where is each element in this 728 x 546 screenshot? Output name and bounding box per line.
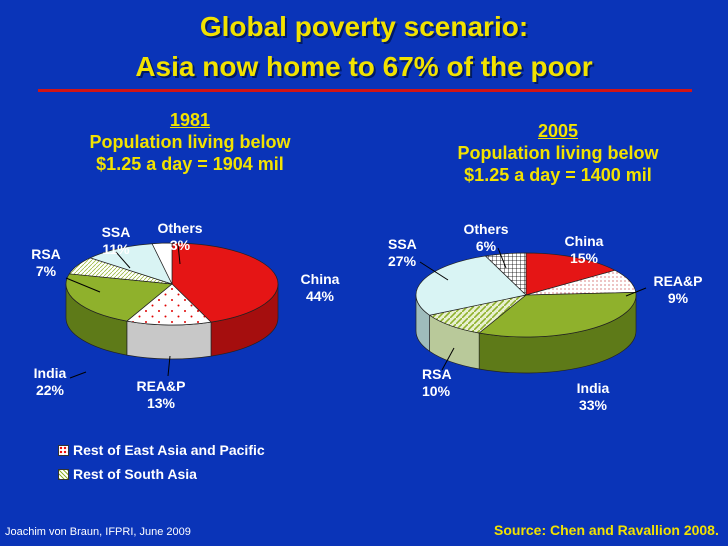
label-1981-india-name: India: [33, 365, 67, 381]
pie-chart-2005: [415, 252, 637, 374]
label-2005-rsa-value: 10%: [422, 383, 451, 399]
slide-title-line1: Global poverty scenario:: [199, 11, 529, 42]
leader-line: [69, 371, 87, 379]
pie-chart-1981: [65, 242, 279, 360]
legend-swatch-rsa: [58, 469, 69, 480]
label-1981-china-name: China: [300, 271, 340, 287]
label-1981-rsa-name: RSA: [31, 246, 61, 262]
pie-1981-side-reap: [126, 320, 212, 360]
legend-item-rsa: Rest of South Asia: [58, 466, 197, 483]
pie-1981-slice-ssa: [89, 243, 173, 285]
legend-item-rea: Rest of East Asia and Pacific: [58, 442, 265, 459]
chart-1981-subtitle-line1: Population living below: [89, 132, 291, 152]
label-1981-ssa-value: 11%: [102, 241, 130, 257]
label-1981-reap: REA&P 13%: [128, 378, 194, 412]
label-2005-others: Others 6%: [456, 221, 516, 255]
label-2005-ssa-value: 27%: [388, 253, 417, 269]
legend-label-rsa: Rest of South Asia: [73, 466, 197, 482]
label-2005-ssa-name: SSA: [388, 236, 417, 252]
label-2005-china: China 15%: [554, 233, 614, 267]
label-2005-china-value: 15%: [569, 250, 599, 266]
leader-line: [497, 247, 507, 269]
label-1981-reap-name: REA&P: [136, 378, 186, 394]
leader-line: [625, 287, 647, 297]
label-2005-ssa: SSA 27%: [388, 236, 428, 270]
leader-line: [419, 261, 449, 281]
label-1981-others-name: Others: [157, 220, 203, 236]
pie-2005-slice-india: [478, 292, 637, 338]
leader-line: [115, 251, 131, 269]
title-underline-rule: [38, 89, 692, 92]
label-2005-india-value: 33%: [578, 397, 608, 413]
label-1981-others: Others 3%: [150, 220, 210, 254]
leader-line: [167, 355, 171, 377]
legend-swatch-rea: [58, 445, 69, 456]
chart-2005-subtitle-line2: $1.25 a day = 1400 mil: [464, 165, 652, 185]
pie-2005-slice-others: [484, 252, 527, 296]
label-2005-rsa: RSA 10%: [422, 366, 462, 400]
label-1981-reap-value: 13%: [146, 395, 176, 411]
label-2005-others-name: Others: [463, 221, 509, 237]
label-2005-india-name: India: [576, 380, 610, 396]
chart-2005-year: 2005: [537, 121, 579, 141]
source-citation: Source: Chen and Ravallion 2008.: [494, 522, 719, 538]
label-1981-rsa: RSA 7%: [26, 246, 66, 280]
chart-2005-subtitle-line1: Population living below: [457, 143, 659, 163]
label-1981-india: India 22%: [28, 365, 72, 399]
label-2005-reap-name: REA&P: [653, 273, 703, 289]
label-2005-others-value: 6%: [475, 238, 497, 254]
label-2005-india: India 33%: [568, 380, 618, 414]
leader-line: [441, 347, 455, 371]
chart-1981-year: 1981: [169, 110, 211, 130]
leader-line: [177, 243, 181, 265]
label-2005-rsa-name: RSA: [422, 366, 452, 382]
pie-2005-slice-china: [525, 252, 616, 296]
label-1981-china: China 44%: [298, 271, 342, 305]
label-2005-china-name: China: [564, 233, 604, 249]
pie-1981-slice-china: [171, 242, 279, 323]
chart-1981-heading: 1981 Population living below $1.25 a day…: [40, 109, 340, 175]
pie-1981-slice-others: [151, 242, 173, 285]
pie-1981-slice-reap: [126, 283, 212, 326]
label-1981-ssa: SSA 11%: [96, 224, 136, 258]
pie-1981-slice-india: [65, 273, 173, 322]
label-1981-rsa-value: 7%: [35, 263, 57, 279]
footer-author: Joachim von Braun, IFPRI, June 2009: [5, 526, 191, 538]
leader-line: [65, 277, 101, 293]
legend-label-rea: Rest of East Asia and Pacific: [73, 442, 265, 458]
label-1981-india-value: 22%: [35, 382, 65, 398]
label-1981-others-value: 3%: [169, 237, 191, 253]
slide-title-line2: Asia now home to 67% of the poor: [135, 51, 593, 82]
label-2005-reap-value: 9%: [667, 290, 689, 306]
pie-2005-slice-ssa: [415, 255, 527, 316]
chart-1981-subtitle-line2: $1.25 a day = 1904 mil: [96, 154, 284, 174]
label-2005-reap: REA&P 9%: [646, 273, 710, 307]
chart-2005-heading: 2005 Population living below $1.25 a day…: [408, 120, 708, 186]
label-1981-china-value: 44%: [305, 288, 335, 304]
label-1981-ssa-name: SSA: [101, 224, 131, 240]
